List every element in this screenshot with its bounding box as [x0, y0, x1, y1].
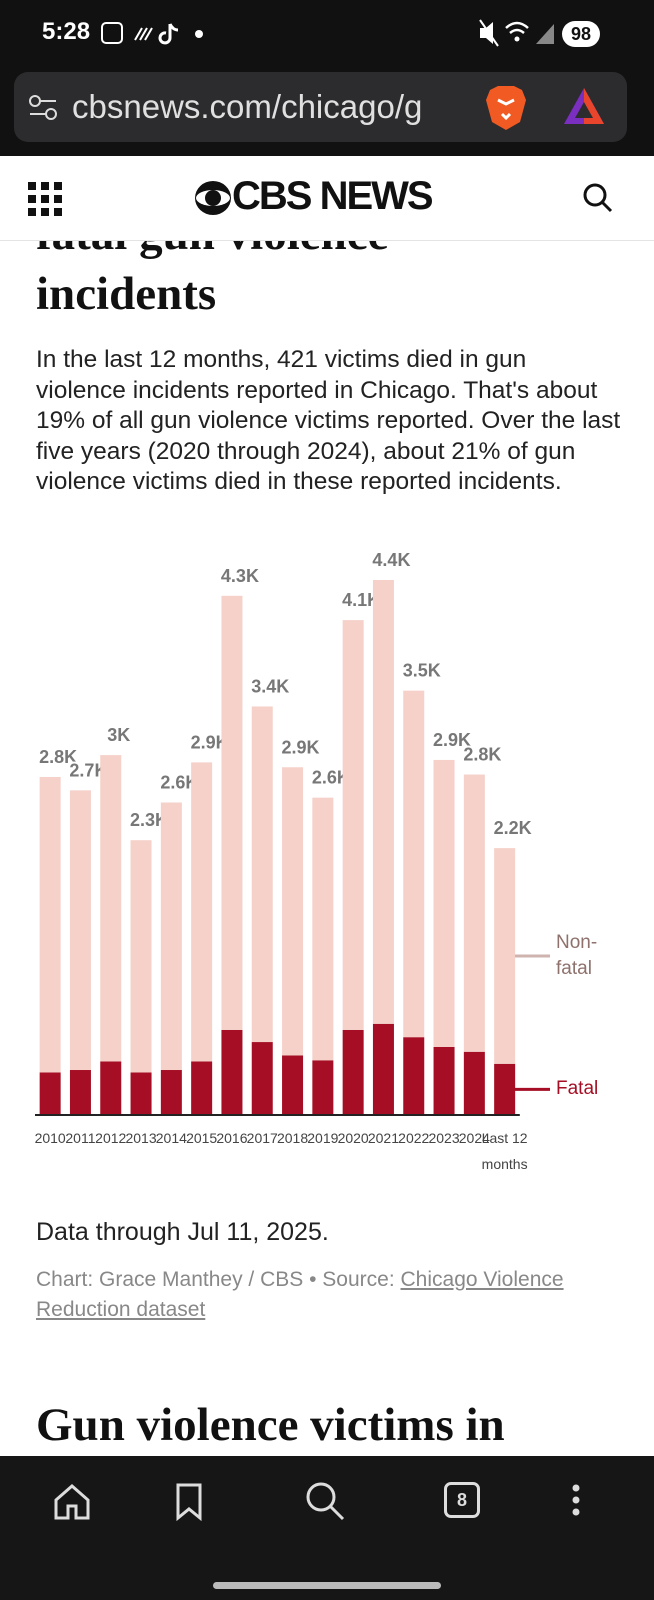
search-icon[interactable] [582, 182, 614, 214]
system-icons [479, 19, 554, 47]
battery: 98 [562, 21, 600, 47]
x-tick-label: 2014 [155, 1130, 187, 1146]
address-bar[interactable]: cbsnews.com/chicago/g [14, 72, 627, 142]
total-label: 3.5K [403, 661, 441, 681]
legend-label: Non-fatal [556, 931, 598, 979]
bar-segment [191, 1061, 213, 1115]
bar-segment [372, 580, 394, 1024]
total-label: 2.2K [494, 818, 532, 838]
bar-segment [282, 1055, 304, 1115]
x-tick-label: 2010 [34, 1130, 66, 1146]
x-tick-label: 2016 [216, 1130, 248, 1146]
more-button[interactable] [570, 1482, 582, 1522]
bar-segment [342, 620, 364, 1030]
x-tick-label: 2019 [307, 1130, 339, 1146]
bar-segment [130, 1072, 152, 1115]
x-tick-label: 2023 [428, 1130, 460, 1146]
home-button[interactable] [52, 1482, 92, 1522]
bar-segment [130, 840, 152, 1073]
x-tick-label: 2017 [246, 1130, 278, 1146]
bottom-toolbar: 8 [0, 1456, 654, 1600]
site-header: CBS NEWS [0, 156, 654, 241]
x-tick-label: 2013 [125, 1130, 157, 1146]
total-label: 3.4K [251, 676, 289, 696]
url[interactable]: cbsnews.com/chicago/g [72, 88, 423, 125]
status-bar: 5:28 98 [0, 0, 654, 70]
legend-label: Fatal [556, 1078, 599, 1100]
x-tick-label: 2015 [186, 1130, 218, 1146]
search-button[interactable] [304, 1480, 346, 1522]
total-label: 4.4K [372, 550, 410, 570]
chart: 2.8K2.7K3K2.3K2.6K2.9K4.3K3.4K2.9K2.6K4.… [35, 548, 550, 1116]
bar-segment [69, 1070, 91, 1115]
total-label: 2.9K [282, 737, 320, 757]
bar-segment [251, 1042, 273, 1115]
total-label: 2.9K [433, 730, 471, 750]
bar-segment [403, 1037, 425, 1115]
home-indicator [213, 1582, 441, 1589]
tabs-button[interactable]: 8 [444, 1482, 480, 1518]
logo[interactable]: CBS NEWS [232, 174, 434, 218]
brave-rewards[interactable] [562, 86, 606, 128]
x-tick-label: Last 12 months [481, 1130, 528, 1172]
bar-segment [221, 1029, 243, 1115]
total-label: 2.8K [463, 745, 501, 765]
x-tick-label: 2021 [367, 1130, 400, 1146]
cbs-eye [195, 181, 231, 215]
x-tick-label: 2018 [276, 1130, 309, 1146]
bar-segment [221, 595, 243, 1030]
bar-segment [69, 790, 91, 1071]
bar-segment [160, 1070, 182, 1115]
total-label: 4.3K [221, 566, 259, 586]
x-tick-label: 2022 [398, 1130, 430, 1146]
credit-text: Chart: Grace Manthey / CBS • Source: [36, 1268, 401, 1291]
bar-segment [494, 848, 516, 1064]
source-link[interactable]: Chicago Violence Reduction dataset [36, 1268, 564, 1321]
bar-segment [403, 690, 425, 1038]
x-tick-label: 2012 [95, 1130, 127, 1146]
bookmark-button[interactable] [174, 1482, 204, 1522]
menu-icon[interactable] [28, 182, 62, 216]
bar-segment [312, 1060, 334, 1115]
bar-segment [433, 759, 455, 1047]
bar-segment [433, 1046, 455, 1115]
bar-segment [463, 1051, 485, 1115]
bar-segment [251, 706, 273, 1043]
clock: 5:28 [42, 18, 91, 45]
bar-segment [282, 767, 304, 1056]
data-note: Data through Jul 11, 2025. [36, 1218, 329, 1246]
x-tick-label: 2011 [65, 1130, 96, 1146]
next-heading: Gun violence victims in [36, 1399, 505, 1451]
x-tick-label: 2024 [458, 1130, 490, 1146]
site-settings-icon[interactable] [28, 94, 58, 122]
total-label: 3K [107, 725, 130, 745]
bar-segment [39, 776, 61, 1073]
brave-shield[interactable] [484, 84, 528, 132]
bar-segment [372, 1023, 394, 1115]
bar-segment [100, 755, 122, 1062]
bar-segment [463, 774, 485, 1052]
chart-credit: Chart: Grace Manthey / CBS • Source: Chi… [36, 1265, 596, 1325]
bar-segment [100, 1061, 122, 1115]
bar-segment [312, 797, 334, 1061]
bar-segment [191, 762, 213, 1062]
article-paragraph: In the last 12 months, 421 victims died … [36, 346, 621, 495]
status-icons [101, 22, 203, 45]
x-tick-label: 2020 [337, 1130, 369, 1146]
bar-segment [39, 1072, 61, 1115]
total-label: 2.8K [39, 747, 77, 767]
bar-segment [494, 1063, 516, 1115]
bar-segment [342, 1029, 364, 1115]
bar-segment [160, 802, 182, 1071]
browser-bar: cbsnews.com/chicago/g [0, 70, 654, 156]
